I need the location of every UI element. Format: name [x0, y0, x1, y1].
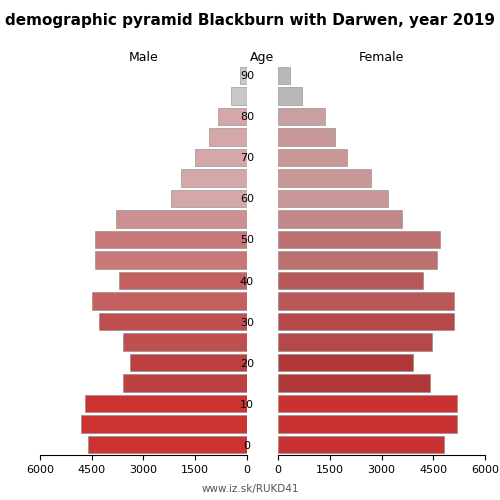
Bar — [278, 272, 423, 289]
Bar — [82, 416, 247, 433]
Bar — [278, 334, 432, 351]
Bar — [278, 252, 436, 268]
Bar — [232, 87, 247, 104]
Bar — [209, 128, 247, 146]
Bar — [278, 292, 454, 310]
Bar — [278, 148, 347, 166]
Bar — [92, 292, 247, 310]
Bar — [278, 374, 430, 392]
Bar — [98, 313, 247, 330]
X-axis label: Female: Female — [359, 51, 404, 64]
Bar — [278, 169, 371, 186]
Bar — [116, 210, 247, 228]
Bar — [182, 169, 247, 186]
Bar — [123, 334, 247, 351]
Bar — [240, 66, 247, 84]
Bar — [278, 108, 324, 125]
Bar — [120, 272, 247, 289]
Bar — [85, 395, 247, 412]
X-axis label: Male: Male — [128, 51, 158, 64]
Bar — [278, 66, 290, 84]
Bar — [278, 313, 454, 330]
Bar — [278, 87, 302, 104]
Bar — [123, 374, 247, 392]
Bar — [278, 128, 335, 146]
Bar — [278, 416, 458, 433]
Bar — [278, 354, 412, 372]
Bar — [195, 148, 247, 166]
X-axis label: Age: Age — [250, 51, 274, 64]
Bar — [130, 354, 247, 372]
Text: demographic pyramid Blackburn with Darwen, year 2019: demographic pyramid Blackburn with Darwe… — [5, 12, 495, 28]
Bar — [95, 252, 247, 268]
Bar — [171, 190, 247, 207]
Bar — [278, 210, 402, 228]
Bar — [95, 231, 247, 248]
Text: www.iz.sk/RUKD41: www.iz.sk/RUKD41 — [201, 484, 299, 494]
Bar — [218, 108, 247, 125]
Bar — [278, 436, 444, 454]
Bar — [278, 190, 388, 207]
Bar — [88, 436, 247, 454]
Bar — [278, 231, 440, 248]
Bar — [278, 395, 458, 412]
